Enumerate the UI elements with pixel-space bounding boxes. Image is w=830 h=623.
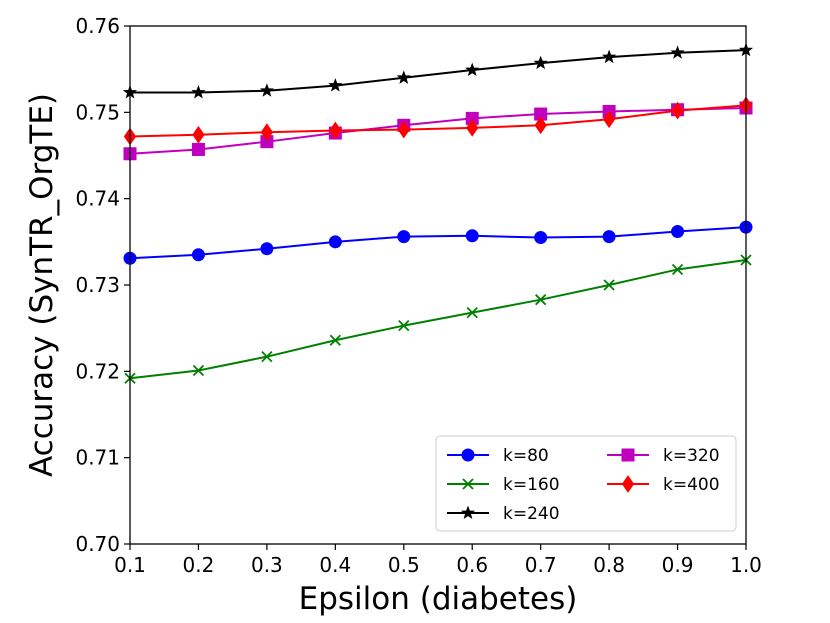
legend-marker-k320 (621, 448, 635, 462)
series-k400 (123, 96, 753, 146)
series-line-k400 (129, 104, 747, 138)
data-point-k240 (602, 49, 617, 64)
legend-label: k=320 (663, 446, 720, 466)
data-point-k160 (603, 279, 615, 291)
data-point-k80 (191, 248, 205, 262)
legend-item-k80: k=80 (447, 446, 549, 466)
legend-item-k400: k=400 (607, 475, 720, 495)
data-point-k160 (192, 364, 205, 377)
data-point-k160 (261, 351, 273, 363)
data-point-k240 (670, 45, 685, 59)
data-point-k240 (533, 55, 548, 70)
data-point-k240 (465, 62, 480, 77)
y-tick-label: 0.72 (75, 359, 120, 383)
x-tick-label: 0.4 (319, 553, 351, 577)
x-tick-label: 0.6 (456, 553, 488, 577)
series-line-k320 (129, 107, 747, 155)
data-point-k320 (191, 142, 205, 156)
data-point-k80 (465, 229, 479, 243)
y-tick-label: 0.70 (75, 532, 120, 556)
y-axis-title: Accuracy (SynTR_OrgTE) (24, 93, 60, 477)
legend-marker-k400 (621, 475, 635, 493)
y-tick-label: 0.75 (75, 100, 120, 124)
data-point-k400 (192, 125, 205, 144)
x-tick-label: 0.5 (388, 553, 420, 577)
data-point-k80 (602, 230, 616, 244)
legend-marker-k80 (461, 448, 475, 462)
legend-item-k240: k=240 (447, 504, 560, 524)
legend: k=80 k=160 k=240 k=320 k=400 (435, 435, 737, 532)
data-point-k240 (396, 70, 411, 84)
data-point-k400 (534, 116, 547, 135)
legend-marker-k240 (460, 505, 476, 520)
data-point-k400 (671, 101, 684, 120)
y-tick-label: 0.76 (75, 14, 120, 38)
data-point-k400 (397, 120, 410, 139)
legend-marker-k160 (462, 478, 474, 490)
x-tick-label: 0.3 (251, 553, 283, 577)
series-k80 (123, 220, 753, 265)
x-tick-label: 0.7 (525, 553, 557, 577)
series-line-k160 (129, 258, 747, 380)
data-point-k240 (259, 83, 274, 97)
x-tick-label: 0.9 (662, 553, 694, 577)
legend-item-k160: k=160 (447, 475, 560, 495)
legend-item-k320: k=320 (607, 446, 720, 466)
data-point-k400 (260, 123, 273, 142)
data-point-k80 (671, 224, 685, 238)
data-point-k400 (466, 118, 479, 137)
data-point-k80 (397, 230, 411, 244)
legend-label: k=160 (503, 475, 560, 495)
data-point-k160 (535, 294, 547, 306)
series-k160 (124, 254, 752, 384)
x-axis-title: Epsilon (diabetes) (299, 581, 578, 617)
legend-label: k=240 (503, 504, 560, 524)
x-tick-label: 0.1 (114, 553, 146, 577)
legend-label: k=80 (503, 446, 549, 466)
series-line-k80 (129, 226, 747, 260)
series-layer (122, 42, 754, 384)
data-point-k240 (191, 85, 206, 99)
data-point-k400 (329, 121, 342, 140)
x-tick-label: 0.8 (593, 553, 625, 577)
series-line-k240 (130, 49, 747, 94)
x-tick-label: 1.0 (730, 553, 762, 577)
data-point-k80 (260, 242, 274, 256)
data-point-k240 (328, 78, 343, 92)
data-point-k160 (329, 334, 341, 346)
x-tick-label: 0.2 (183, 553, 215, 577)
y-tick-label: 0.71 (75, 446, 120, 470)
axis-ticks: 0.1 0.2 0.3 0.4 0.5 0.6 0.7 0.8 0.9 1.0 0.70 0.71 0.… (75, 14, 761, 577)
data-point-k160 (398, 319, 410, 332)
data-point-k400 (603, 110, 616, 129)
data-point-k80 (534, 231, 548, 245)
data-point-k160 (466, 306, 478, 319)
legend-label: k=400 (663, 475, 720, 495)
legend-box (435, 435, 737, 532)
data-point-k160 (671, 263, 684, 276)
y-tick-label: 0.73 (75, 273, 120, 297)
data-point-k80 (328, 235, 342, 249)
y-tick-label: 0.74 (75, 187, 120, 211)
